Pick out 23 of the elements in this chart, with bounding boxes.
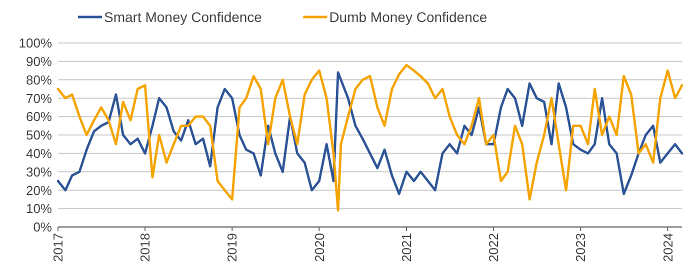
legend-label: Dumb Money Confidence [329,8,488,25]
x-tick-label: 2017 [50,233,66,262]
y-tick-label: 50% [26,128,52,143]
y-tick-label: 30% [26,164,52,180]
line-series [56,71,684,196]
x-tick-label: 2024 [660,233,676,262]
y-tick-label: 100% [18,36,52,51]
x-tick-label: 2018 [138,233,153,262]
y-tick-label: 20% [26,182,52,198]
y-tick-label: 70% [26,90,52,106]
x-tick-label: 2021 [399,233,414,262]
y-tick-label: 60% [26,109,52,124]
x-tick-label: 2023 [573,233,588,262]
y-tick-label: 80% [26,72,52,88]
y-tick-label: 10% [26,201,52,216]
y-tick-label: 90% [26,54,52,69]
x-tick-label: 2019 [224,233,240,262]
line-series [56,64,684,212]
x-tick-label: 2022 [486,233,502,262]
y-tick-label: 0% [33,220,52,235]
x-tick-label: 2020 [312,233,327,262]
y-tick-label: 40% [26,146,52,161]
legend-label: Smart Money Confidence [104,8,262,25]
